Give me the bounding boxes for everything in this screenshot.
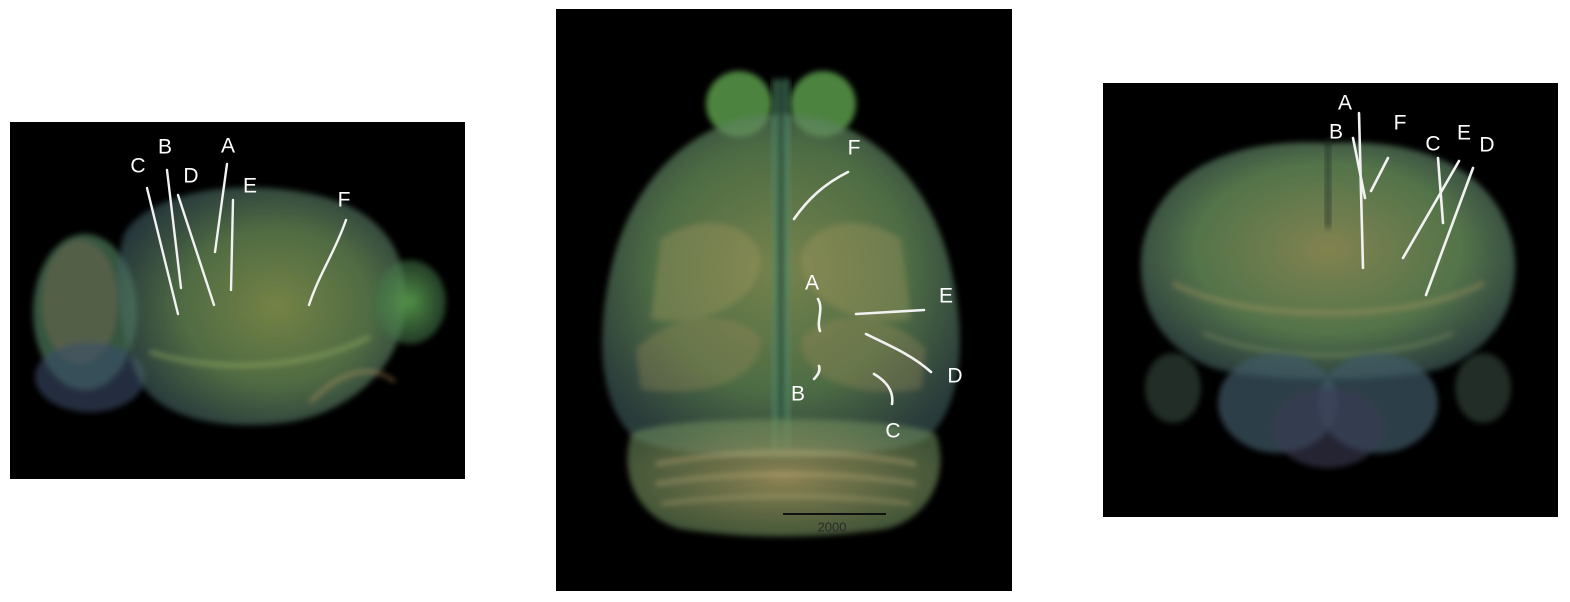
coronal-probe-label-b: B — [1328, 120, 1344, 144]
coronal-probe-track-b — [1351, 136, 1367, 200]
sagittal-olfactory-bulb — [374, 260, 446, 344]
coronal-view-panel: A B F C E D — [1103, 83, 1558, 517]
dorsal-probe-label-f: F — [847, 136, 861, 160]
coronal-probe-label-f: F — [1393, 111, 1407, 135]
coronal-probe-track-d — [1424, 166, 1475, 297]
coronal-probe-track-e — [1401, 159, 1461, 260]
sagittal-probe-label-b: B — [157, 135, 173, 159]
dorsal-probe-label-a: A — [804, 271, 820, 295]
sagittal-probe-label-d: D — [183, 164, 199, 188]
sagittal-probe-track-b — [165, 168, 183, 290]
scale-bar-label: 2000 — [817, 519, 847, 535]
dorsal-view-panel: F A E D B C 2000 — [556, 9, 1012, 591]
sagittal-probe-label-a: A — [220, 134, 236, 158]
dorsal-probe-track-b — [812, 364, 821, 381]
coronal-brain-render — [1140, 111, 1516, 468]
dorsal-probe-track-d — [864, 332, 933, 374]
dorsal-probe-tracks — [792, 170, 933, 406]
sagittal-probe-track-c — [145, 186, 180, 316]
dorsal-cerebellum — [627, 419, 941, 537]
coronal-probe-track-a — [1357, 111, 1365, 270]
dorsal-probe-label-e: E — [938, 284, 954, 308]
sagittal-probe-track-d — [176, 193, 216, 307]
dorsal-probe-track-f — [792, 170, 850, 221]
sagittal-probe-tracks — [145, 162, 348, 316]
sagittal-probe-track-a — [213, 162, 229, 254]
coronal-cerebrum — [1140, 142, 1516, 380]
coronal-probe-label-c: C — [1425, 132, 1441, 156]
coronal-probe-track-f — [1369, 156, 1390, 193]
sagittal-probe-track-f — [307, 218, 348, 307]
sagittal-brain-render — [33, 162, 446, 426]
dorsal-probe-track-e — [854, 308, 926, 316]
coronal-probe-tracks — [1351, 111, 1475, 297]
coronal-midline — [1325, 138, 1331, 228]
sagittal-cortex — [117, 187, 406, 426]
dorsal-probe-label-c: C — [885, 419, 901, 443]
dorsal-brain-render — [602, 71, 960, 537]
sagittal-probe-label-f: F — [337, 188, 351, 212]
sagittal-probe-track-e — [229, 198, 235, 292]
sagittal-view-panel: C B D A E F — [10, 122, 465, 479]
coronal-probe-label-a: A — [1337, 91, 1353, 115]
dorsal-probe-track-c — [872, 372, 894, 406]
dorsal-midline — [772, 79, 790, 449]
coronal-probe-label-e: E — [1456, 121, 1472, 145]
sagittal-probe-label-e: E — [242, 174, 258, 198]
coronal-probe-label-d: D — [1479, 133, 1495, 157]
dorsal-probe-track-a — [816, 297, 822, 333]
sagittal-probe-label-c: C — [130, 154, 146, 178]
dorsal-probe-label-d: D — [947, 364, 963, 388]
dorsal-probe-label-b: B — [790, 382, 806, 406]
sagittal-cerebellum — [33, 234, 145, 412]
coronal-brainstem — [1145, 353, 1511, 468]
